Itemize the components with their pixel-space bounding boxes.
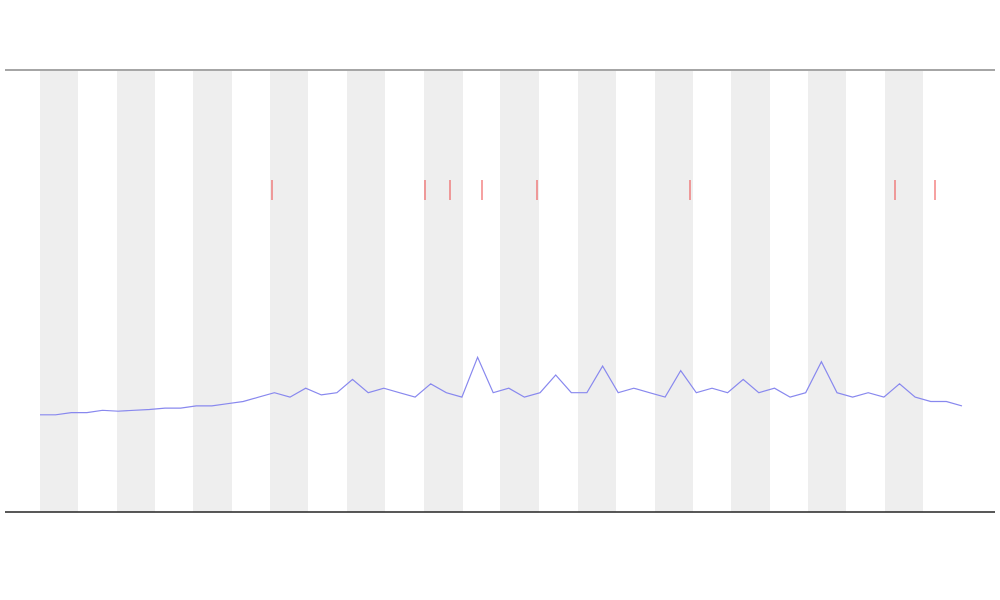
data-line — [40, 355, 963, 416]
band — [193, 71, 232, 512]
band — [424, 71, 463, 512]
band — [117, 71, 155, 512]
band — [40, 71, 78, 512]
event-lines — [271, 180, 936, 200]
band — [655, 71, 693, 512]
band — [808, 71, 846, 512]
band — [731, 71, 770, 512]
band — [347, 71, 385, 512]
band — [500, 71, 539, 512]
shaded-bands — [40, 71, 923, 512]
band — [578, 71, 616, 512]
band — [270, 71, 308, 512]
band — [885, 71, 923, 512]
